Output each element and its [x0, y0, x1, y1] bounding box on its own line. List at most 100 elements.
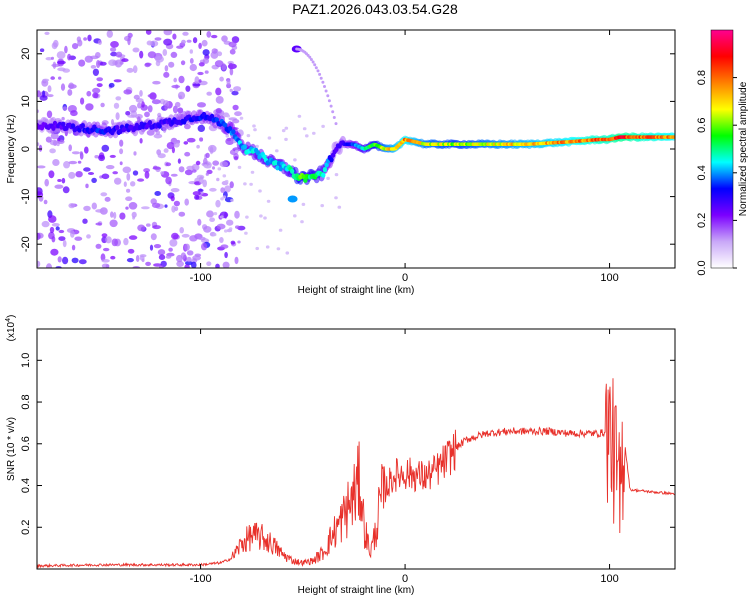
spectrogram-noise-blob	[211, 34, 218, 39]
spectrogram-noise-blob	[198, 42, 202, 50]
spectrogram-noise-blob	[184, 151, 191, 157]
spectrogram-noise-blob	[231, 36, 240, 44]
spectrogram-noise-blob	[37, 142, 40, 146]
colorbar-tick-label: 0.8	[696, 70, 708, 85]
spectrogram-noise-blob	[181, 39, 186, 45]
spectrogram-noise-blob	[186, 39, 192, 43]
spectrogram-noise-blob	[57, 256, 62, 263]
spectrogram-noise-blob	[202, 179, 207, 188]
spectrogram-noise-blob	[191, 261, 197, 268]
spectrogram-noise-blob	[300, 220, 304, 224]
spectrogram-noise-blob	[222, 195, 227, 199]
spectrogram-noise-blob	[215, 263, 220, 268]
spectrogram-noise-blob	[37, 165, 46, 169]
spectrogram-noise-blob	[119, 148, 124, 155]
spectrogram-noise-blob	[239, 116, 244, 120]
spectrogram-noise-blob	[104, 196, 111, 202]
spectrogram-noise-blob	[194, 194, 200, 200]
spectrogram-noise-blob	[173, 77, 177, 83]
spectrogram-noise-blob	[215, 107, 222, 114]
spectrogram-noise-blob	[105, 165, 115, 170]
y-tick-label: 0.4	[20, 478, 32, 493]
spectrogram-noise-blob	[153, 263, 162, 267]
spectrogram-arc-trace	[316, 69, 320, 73]
spectrogram-noise-blob	[216, 177, 220, 182]
spectrogram-noise-blob	[152, 225, 162, 230]
spectrogram-noise-blob	[209, 217, 216, 222]
spectrogram-noise-blob	[72, 43, 79, 50]
spectrogram-noise-blob	[105, 236, 112, 244]
spectrogram-noise-blob	[95, 243, 102, 249]
snr-series-line	[37, 378, 675, 569]
snr-x-axis-label: Height of straight line (km)	[298, 585, 415, 596]
spectrogram-noise-blob	[255, 144, 259, 148]
spectrogram-noise-blob	[305, 134, 309, 138]
spectrogram-noise-blob	[87, 172, 95, 175]
spectrogram-noise-blob	[334, 196, 338, 200]
spectrogram-noise-blob	[125, 111, 131, 116]
spectrogram-noise-blob	[263, 216, 267, 220]
spectrogram-noise-blob	[121, 58, 129, 63]
spectrogram-noise-blob	[165, 176, 172, 185]
spectrogram-noise-blob	[96, 60, 101, 68]
spectrogram-noise-blob	[215, 87, 222, 96]
spectrogram-noise-blob	[43, 199, 48, 205]
spectrogram-noise-blob	[184, 264, 190, 268]
spectrogram-noise-blob	[231, 90, 239, 96]
spectrogram-noise-blob	[139, 254, 147, 258]
x-tick-label: 100	[600, 272, 618, 284]
spectrogram-noise-blob	[68, 160, 78, 165]
spectrogram-noise-blob	[113, 102, 120, 109]
spectrogram-noise-blob	[47, 85, 52, 93]
spectrogram-ridge-core	[118, 128, 123, 134]
spectrogram-noise-blob	[224, 185, 231, 193]
spectrogram-noise-blob	[189, 235, 198, 242]
spectrogram-noise-blob	[293, 158, 297, 162]
spectrogram-ridge-core	[322, 167, 328, 173]
spectrogram-noise-blob	[326, 176, 330, 180]
spectrogram-noise-blob	[163, 148, 169, 153]
spectrogram-noise-blob	[206, 31, 212, 38]
spectrogram-noise-blob	[213, 212, 218, 216]
spectrogram-noise-blob	[185, 260, 193, 266]
spectrogram-noise-blob	[228, 227, 233, 231]
y-tick-label: 0	[20, 146, 32, 152]
spectrogram-noise-blob	[184, 243, 190, 251]
spectrogram-noise-blob	[201, 242, 208, 251]
spectrogram-noise-blob	[202, 49, 210, 56]
spectrogram-noise-blob	[98, 154, 106, 162]
spectrogram-noise-blob	[206, 261, 212, 267]
chart-title: PAZ1.2026.043.03.54.G28	[292, 1, 458, 17]
spectrogram-noise-blob	[146, 129, 155, 136]
spectrogram-noise-blob	[123, 237, 129, 246]
spectrogram-noise-blob	[206, 91, 212, 96]
spectrogram-noise-blob	[219, 76, 224, 82]
spectrogram-noise-blob	[174, 101, 181, 108]
spectrogram-noise-blob	[68, 82, 75, 90]
spectrogram-noise-blob	[119, 212, 126, 220]
snr-x-ticks: -100 0 100	[190, 329, 619, 585]
spectrogram-ridge-core	[147, 120, 153, 126]
spectrogram-noise-blob	[112, 171, 118, 175]
spectrogram-noise-blob	[334, 173, 339, 177]
spectrogram-noise-blob	[145, 30, 152, 35]
spectrogram-noise-blob	[113, 79, 122, 83]
spectrogram-noise-blob	[212, 233, 217, 237]
spectrogram-noise-blob	[150, 233, 157, 241]
spectrogram-noise-blob	[127, 114, 136, 118]
spectrogram-noise-blob	[229, 88, 233, 93]
spectrogram-noise-blob	[50, 132, 59, 140]
spectrogram-noise-blob	[78, 259, 87, 265]
spectrogram-noise-blob	[49, 139, 58, 146]
spectrogram-noise-blob	[137, 224, 146, 232]
snr-y-ticks: 0.2 0.4 0.6 0.8 1.0	[20, 353, 675, 535]
spectrogram-noise-blob	[46, 263, 52, 268]
spectrogram-noise-blob	[110, 41, 119, 48]
spectrogram-noise-blob	[45, 136, 52, 143]
spectrogram-noise-blob	[141, 206, 150, 210]
spectrogram-noise-blob	[163, 71, 170, 78]
spectrogram-noise-blob	[165, 162, 172, 167]
spectrogram-noise-blob	[178, 75, 185, 84]
spectrogram-noise-blob	[108, 59, 117, 66]
spectrogram-noise-blob	[46, 110, 53, 119]
